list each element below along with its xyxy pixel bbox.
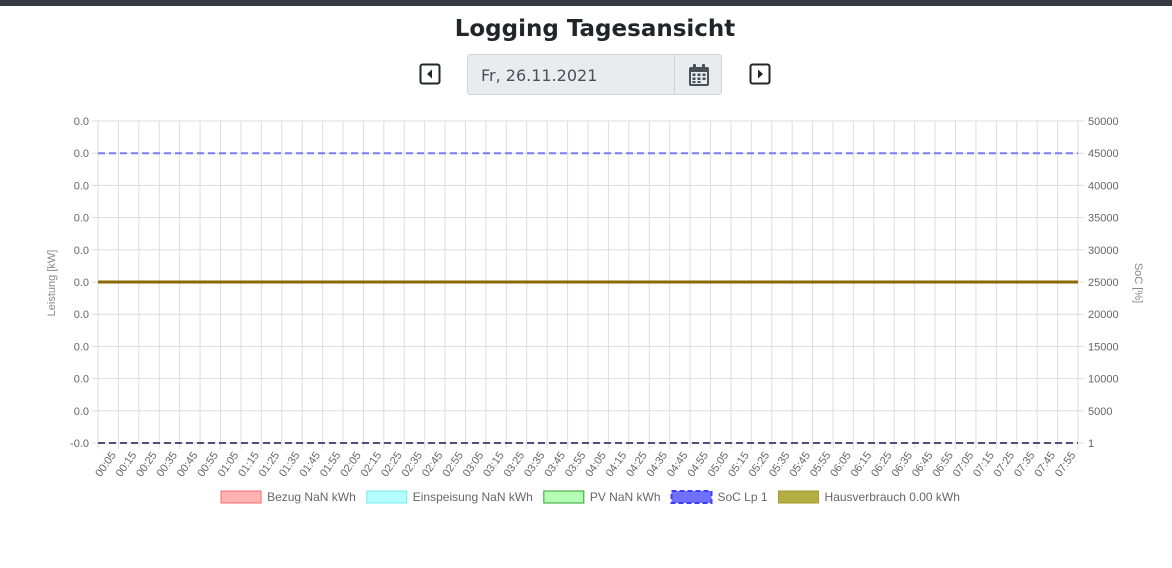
x-tick-label: 01:15 <box>236 450 262 479</box>
x-tick-label: 07:55 <box>1053 450 1079 479</box>
x-tick-label: 04:05 <box>583 450 609 479</box>
x-tick-label: 06:15 <box>849 450 875 479</box>
legend-label: SoC Lp 1 <box>718 490 768 504</box>
y-left-tick-label: -0.0 <box>70 438 89 450</box>
legend-label: Bezug NaN kWh <box>267 490 356 504</box>
chart-grid <box>92 120 1084 449</box>
y-right-ticks: 5000045000400003500030000250002000015000… <box>1088 116 1119 450</box>
x-tick-label: 05:55 <box>808 450 834 479</box>
x-tick-label: 07:25 <box>992 450 1018 479</box>
chart-lines <box>98 152 1078 444</box>
x-tick-label: 04:25 <box>624 450 650 479</box>
y-right-tick-label: 30000 <box>1088 245 1119 257</box>
y-left-tick-label: 0.0 <box>74 406 89 418</box>
x-tick-label: 07:35 <box>1012 450 1038 479</box>
x-tick-label: 00:35 <box>155 450 181 479</box>
y-left-tick-label: 0.0 <box>74 180 89 192</box>
y-right-tick-label: 5000 <box>1088 406 1112 418</box>
y-right-tick-label: 45000 <box>1088 148 1119 160</box>
x-tick-label: 02:55 <box>440 450 466 479</box>
y-right-tick-label: 10000 <box>1088 374 1119 386</box>
x-tick-label: 03:15 <box>481 450 507 479</box>
x-tick-label: 06:45 <box>910 450 936 479</box>
chart-legend: Bezug NaN kWh Einspeisung NaN kWh PV NaN k… <box>220 490 960 504</box>
x-tick-label: 04:45 <box>665 450 691 479</box>
x-tick-label: 02:45 <box>420 450 446 479</box>
x-tick-label: 06:55 <box>930 450 956 479</box>
calendar-button[interactable] <box>674 55 723 94</box>
y-right-tick-label: 15000 <box>1088 341 1119 353</box>
legend-swatch <box>778 490 820 504</box>
y-right-tick-label: 1 <box>1088 438 1094 450</box>
logging-chart: 0.00.00.00.00.00.00.00.00.00.0-0.0 50000… <box>46 116 1144 504</box>
x-tick-labels: 00:0500:1500:2500:3500:4500:5501:0501:15… <box>93 450 1078 479</box>
x-tick-label: 02:35 <box>400 450 426 479</box>
next-day-button[interactable] <box>749 63 771 85</box>
y-right-tick-label: 25000 <box>1088 277 1119 289</box>
x-tick-label: 04:55 <box>685 450 711 479</box>
x-tick-label: 05:05 <box>706 450 732 479</box>
date-field[interactable]: Fr, 26.11.2021 <box>467 54 722 95</box>
y-left-tick-label: 0.0 <box>74 148 89 160</box>
x-tick-label: 02:05 <box>338 450 364 479</box>
x-tick-label: 03:05 <box>461 450 487 479</box>
legend-swatch <box>543 490 585 504</box>
x-tick-label: 01:45 <box>297 450 323 479</box>
x-tick-label: 04:35 <box>645 450 671 479</box>
x-tick-label: 03:35 <box>522 450 548 479</box>
y-left-tick-label: 0.0 <box>74 341 89 353</box>
y-left-tick-label: 0.0 <box>74 277 89 289</box>
x-tick-label: 03:55 <box>563 450 589 479</box>
x-tick-label: 05:45 <box>787 450 813 479</box>
top-navbar <box>0 0 1172 6</box>
y-right-tick-label: 35000 <box>1088 213 1119 225</box>
previous-day-button[interactable] <box>419 63 441 85</box>
x-tick-label: 01:55 <box>318 450 344 479</box>
x-tick-label: 04:15 <box>604 450 630 479</box>
x-tick-label: 00:15 <box>114 450 140 479</box>
x-tick-label: 05:15 <box>726 450 752 479</box>
caret-right-square-icon <box>749 63 771 85</box>
caret-left-square-icon <box>419 63 441 85</box>
x-tick-label: 07:15 <box>971 450 997 479</box>
y-right-tick-label: 40000 <box>1088 180 1119 192</box>
legend-swatch <box>366 490 408 504</box>
x-tick-label: 07:05 <box>951 450 977 479</box>
y-left-ticks: 0.0 0.0 0.0 0.0 0.0 0.0 0.0 0.0 0.0 0.0 -0.0 <box>70 116 89 450</box>
legend-label: PV NaN kWh <box>590 490 661 504</box>
x-tick-label: 07:45 <box>1032 450 1058 479</box>
x-tick-label: 03:45 <box>542 450 568 479</box>
legend-label: Einspeisung NaN kWh <box>413 490 533 504</box>
x-tick-label: 02:25 <box>379 450 405 479</box>
x-tick-label: 00:05 <box>93 450 119 479</box>
calendar-icon <box>689 63 709 86</box>
x-tick-label: 06:05 <box>828 450 854 479</box>
x-tick-label: 01:25 <box>257 450 283 479</box>
x-tick-label: 05:35 <box>767 450 793 479</box>
x-tick-label: 01:05 <box>216 450 242 479</box>
y-left-tick-label: 0.0 <box>74 213 89 225</box>
x-tick-label: 00:55 <box>195 450 221 479</box>
y-right-tick-label: 50000 <box>1088 116 1119 128</box>
x-tick-label: 05:25 <box>747 450 773 479</box>
page-title: Logging Tagesansicht <box>454 16 736 42</box>
x-tick-label: 00:45 <box>175 450 201 479</box>
y-left-tick-label: 0.0 <box>74 374 89 386</box>
y-left-tick-label: 0.0 <box>74 245 89 257</box>
y-left-axis-label: Leistung [kW] <box>46 250 58 317</box>
legend-swatch <box>220 490 262 504</box>
y-right-tick-label: 20000 <box>1088 309 1119 321</box>
x-tick-label: 00:25 <box>134 450 160 479</box>
legend-swatch <box>670 490 713 504</box>
y-left-tick-label: 0.0 <box>74 116 89 128</box>
x-tick-label: 06:35 <box>890 450 916 479</box>
x-tick-label: 06:25 <box>869 450 895 479</box>
x-tick-label: 01:35 <box>277 450 303 479</box>
y-left-tick-label: 0.0 <box>74 309 89 321</box>
x-tick-label: 03:25 <box>502 450 528 479</box>
date-value: Fr, 26.11.2021 <box>481 66 598 85</box>
legend-label: Hausverbrauch 0.00 kWh <box>825 490 960 504</box>
x-tick-label: 02:15 <box>359 450 385 479</box>
y-right-axis-label: SoC [%] <box>1132 263 1144 303</box>
